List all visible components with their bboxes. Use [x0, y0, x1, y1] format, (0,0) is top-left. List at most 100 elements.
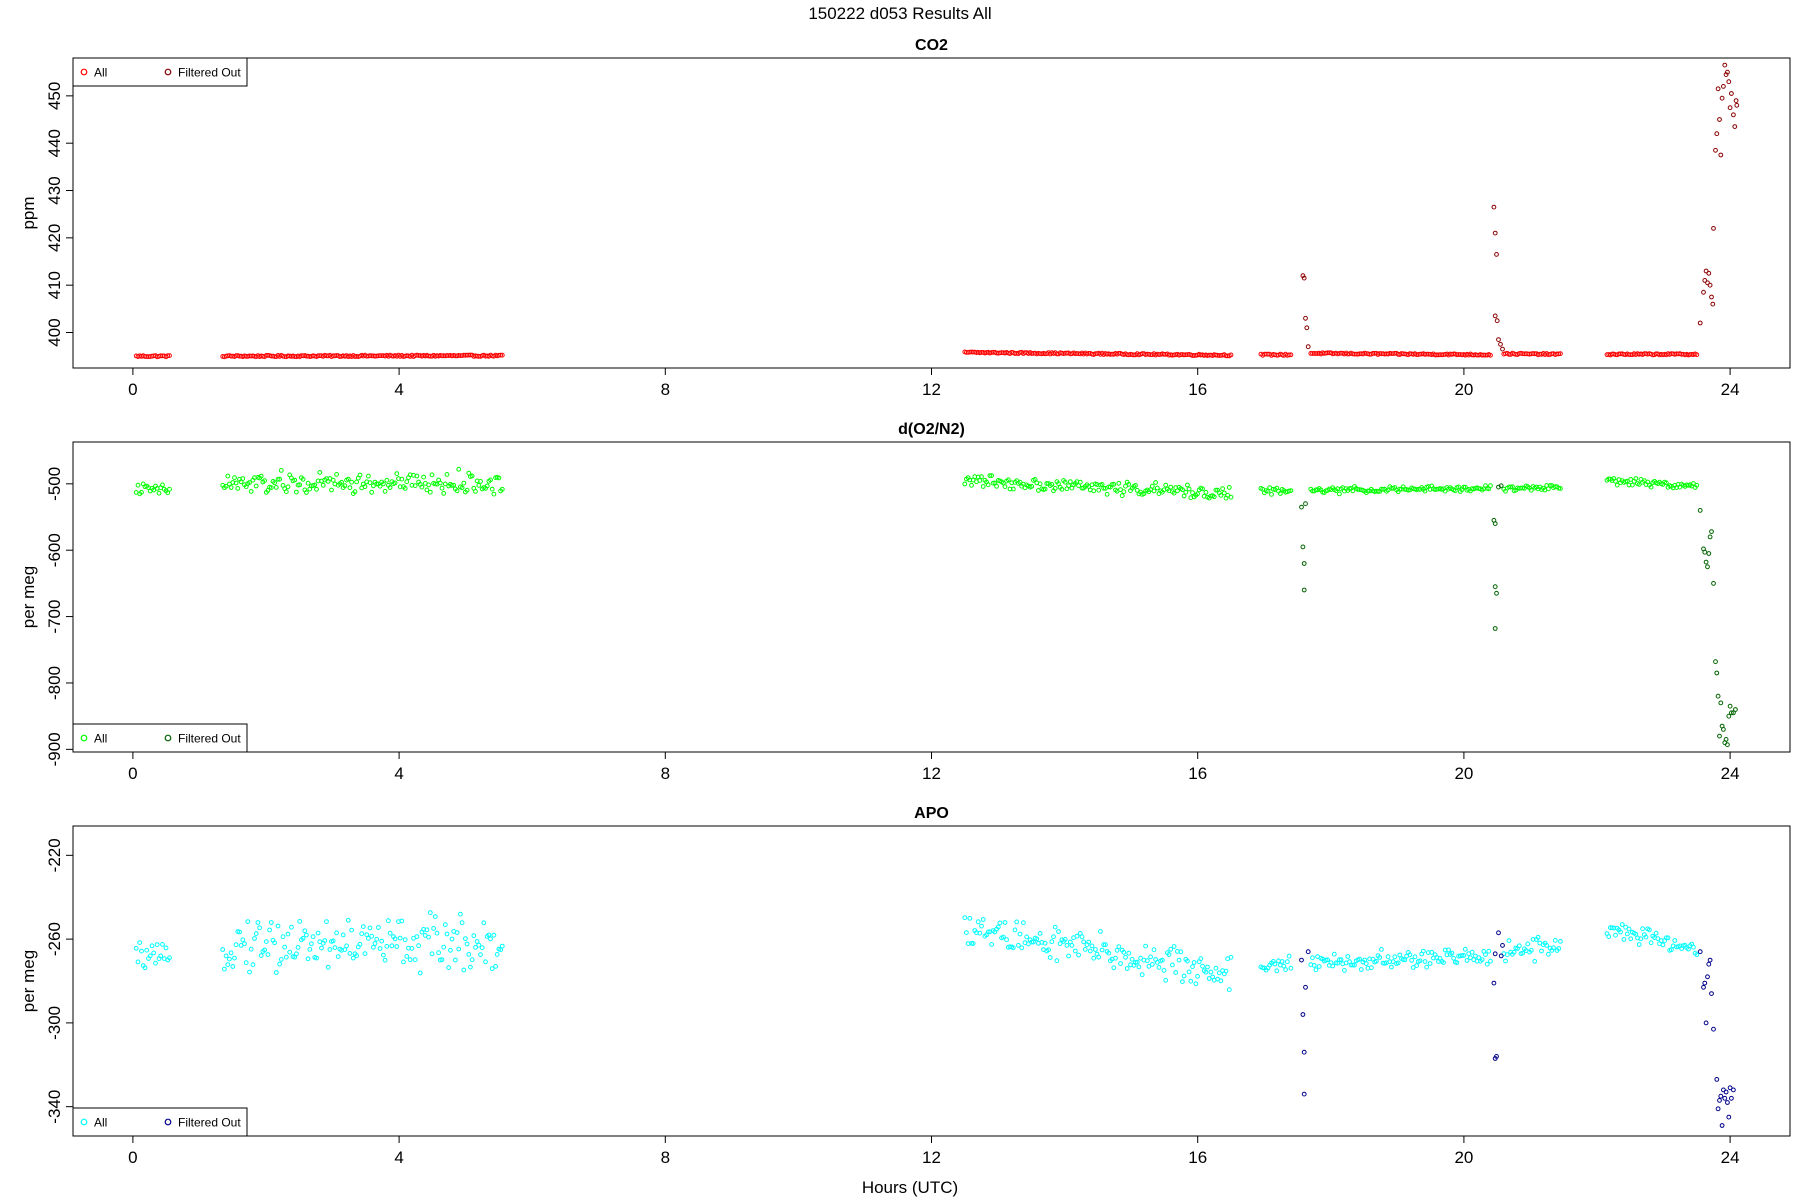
point-all	[1114, 947, 1120, 953]
point-all	[1010, 486, 1016, 492]
point-all	[1613, 932, 1618, 938]
point-all	[285, 931, 291, 937]
point-all	[1186, 486, 1192, 492]
point-all	[496, 475, 502, 481]
point-all	[1079, 934, 1085, 940]
legend-marker	[80, 734, 88, 742]
panel-title: d(O2/N2)	[898, 421, 965, 438]
point-all	[347, 485, 353, 491]
point-all	[392, 936, 398, 942]
point-all	[399, 476, 405, 482]
point-all	[1409, 957, 1414, 963]
point-all	[1016, 942, 1021, 948]
point-all	[322, 938, 328, 943]
point-all	[1017, 931, 1023, 937]
point-all	[1389, 964, 1394, 970]
point-all	[1119, 493, 1125, 499]
point-filtered	[1301, 1049, 1307, 1055]
point-all	[402, 937, 408, 943]
point-all	[345, 476, 351, 482]
point-all	[329, 487, 334, 493]
point-all	[1029, 484, 1035, 489]
point-all	[167, 955, 172, 961]
point-all	[419, 484, 425, 490]
point-all	[1621, 937, 1627, 942]
point-filtered	[1701, 984, 1706, 990]
x-axis-label: Hours (UTC)	[862, 1178, 958, 1197]
point-all	[253, 931, 259, 936]
point-all	[275, 923, 281, 929]
point-all	[1052, 924, 1058, 930]
point-all	[1151, 488, 1157, 494]
legend-marker	[80, 1118, 88, 1126]
point-all	[499, 486, 505, 492]
point-filtered	[1710, 301, 1716, 307]
point-all	[282, 944, 288, 950]
point-all	[163, 945, 169, 951]
point-all	[1056, 481, 1061, 487]
point-filtered	[1717, 1098, 1722, 1103]
point-all	[377, 353, 383, 359]
point-all	[1528, 947, 1534, 953]
point-all	[1461, 953, 1467, 958]
point-all	[402, 486, 408, 491]
point-all	[1422, 959, 1428, 964]
point-all	[499, 943, 505, 949]
point-all	[287, 949, 293, 955]
point-all	[275, 476, 281, 482]
point-all	[1049, 482, 1055, 487]
point-all	[1067, 479, 1073, 485]
y-tick-label: 440	[45, 129, 64, 157]
point-filtered	[1713, 659, 1718, 665]
y-axis-label: per meg	[19, 950, 38, 1012]
x-tick-label: 4	[394, 764, 403, 783]
point-all	[357, 472, 363, 478]
point-all	[382, 488, 388, 494]
point-filtered	[1301, 1091, 1307, 1097]
point-all	[222, 966, 227, 972]
point-all	[294, 489, 299, 495]
point-filtered	[1711, 226, 1716, 231]
x-tick-label: 0	[128, 380, 137, 399]
point-all	[1429, 949, 1435, 955]
point-all	[1220, 486, 1225, 492]
point-filtered	[1703, 268, 1709, 274]
point-all	[372, 941, 378, 946]
point-all	[1397, 486, 1403, 492]
point-all	[220, 947, 226, 952]
point-all	[1049, 939, 1055, 945]
point-all	[456, 466, 462, 472]
point-all	[258, 473, 264, 479]
legend-label: Filtered Out	[178, 732, 241, 746]
x-tick-label: 4	[394, 1148, 403, 1167]
point-filtered	[1726, 79, 1732, 85]
point-filtered	[1709, 529, 1714, 534]
point-all	[1284, 959, 1290, 965]
panel-1: CO2 ppm 0 4 8 12 16 20 24 400 410 420 430 440 450 All Fi…	[19, 37, 1791, 399]
point-all	[1074, 933, 1080, 939]
point-all	[1017, 479, 1023, 485]
point-all	[1146, 963, 1152, 969]
point-filtered	[1496, 930, 1501, 936]
point-all	[1103, 942, 1108, 948]
point-all	[267, 927, 273, 933]
point-all	[1488, 483, 1493, 489]
point-all	[1624, 931, 1630, 937]
point-all	[304, 490, 309, 495]
point-all	[151, 950, 157, 956]
point-all	[314, 955, 319, 961]
point-all	[384, 477, 390, 483]
point-all	[994, 483, 999, 489]
point-all	[144, 947, 150, 953]
point-all	[374, 936, 380, 942]
point-all	[1087, 948, 1093, 954]
point-all	[446, 965, 452, 970]
point-all	[273, 485, 279, 490]
point-filtered	[1303, 501, 1308, 507]
point-all	[366, 936, 371, 941]
point-all	[1352, 962, 1357, 968]
point-all	[1556, 946, 1562, 951]
point-all	[1225, 492, 1230, 498]
point-all	[1633, 931, 1639, 937]
point-all	[1099, 947, 1105, 953]
